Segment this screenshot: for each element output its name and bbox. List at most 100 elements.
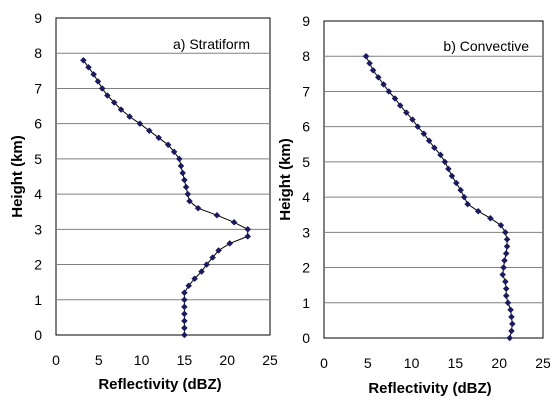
data-point-marker [385,88,393,95]
y-tick-label: 2 [302,260,310,276]
data-point-marker [500,264,507,271]
data-point-marker [244,233,252,240]
data-point-marker [181,310,188,318]
data-point-marker [181,324,188,332]
data-point-marker [186,197,193,205]
data-point-marker [230,218,238,226]
data-point-marker [126,113,133,120]
y-tick-label: 6 [34,116,42,132]
y-tick-label: 6 [302,119,310,135]
data-point-marker [374,74,382,81]
data-point-marker [117,106,125,113]
data-point-marker [431,144,438,152]
data-point-marker [503,236,511,243]
x-tick-label: 5 [364,355,372,371]
data-point-marker [414,123,422,131]
data-point-marker [80,56,87,64]
data-point-marker [145,127,153,135]
data-point-marker [380,81,387,88]
data-point-marker [391,95,399,102]
data-point-marker [409,116,416,123]
y-tick-label: 1 [302,295,310,311]
x-axis-label: Reflectivity (dBZ) [98,376,221,393]
y-tick-label: 7 [34,80,42,96]
data-point-marker [181,303,188,311]
data-point-marker [244,225,252,233]
data-point-marker [179,169,187,177]
series-line [82,60,249,335]
data-point-marker [184,190,192,198]
data-point-marker [501,257,508,264]
data-point-marker [181,176,188,184]
y-tick-label: 7 [302,83,310,99]
x-tick-label: 15 [177,352,193,368]
x-tick-label: 15 [448,355,464,371]
data-point-marker [155,134,163,142]
data-point-marker [425,137,433,145]
data-point-marker [110,99,118,106]
panel-title: a) Stratiform [173,36,250,52]
data-point-marker [474,207,482,215]
data-point-marker [94,78,102,85]
data-point-marker [181,296,188,304]
data-point-marker [460,193,468,201]
y-tick-label: 8 [302,48,310,64]
data-point-marker [170,148,178,156]
data-point-marker [98,85,106,92]
data-point-marker [503,243,511,250]
data-point-marker [369,66,377,74]
x-tick-label: 20 [491,355,507,371]
data-point-marker [181,331,188,339]
data-point-marker [209,254,217,261]
data-point-marker [437,151,444,159]
data-point-marker [508,313,515,321]
y-tick-label: 1 [34,292,42,308]
y-tick-label: 3 [302,224,310,240]
data-point-marker [501,278,509,285]
x-tick-label: 25 [262,352,278,368]
data-point-marker [402,109,410,116]
x-tick-label: 0 [52,352,60,368]
y-tick-label: 4 [302,189,310,205]
data-point-marker [181,317,188,325]
x-axis-label: Reflectivity (dBZ) [368,380,491,397]
data-point-marker [191,275,199,282]
y-tick-label: 5 [34,151,42,167]
data-point-marker [366,59,373,67]
data-point-marker [502,292,510,300]
y-tick-label: 9 [34,10,42,26]
data-point-marker [136,120,144,128]
data-point-marker [502,250,510,257]
data-point-marker [507,306,514,314]
data-point-marker [182,183,190,191]
data-point-marker [506,334,514,342]
y-tick-label: 8 [34,45,42,61]
data-point-marker [215,247,222,254]
data-point-marker [181,289,188,297]
panel-convective: 0 5 10 15 20 25 0 1 2 3 4 5 6 7 8 9 b) Convective Refl… [277,13,550,397]
data-point-marker [185,282,193,290]
y-tick-label: 9 [302,13,310,29]
plot-area-convective [323,20,544,339]
data-point-marker [420,130,428,138]
data-point-marker [502,285,510,293]
x-tick-label: 10 [134,352,150,368]
data-point-marker [499,271,507,278]
y-tick-label: 0 [34,327,42,343]
data-point-marker [164,141,172,149]
data-point-marker [487,214,494,222]
data-point-marker [175,155,183,163]
y-axis-label: Height (km) [277,138,294,221]
data-point-marker [198,268,205,275]
data-point-marker [501,228,509,236]
y-tick-label: 4 [34,186,42,202]
data-point-marker [441,158,449,166]
x-tick-label: 20 [219,352,235,368]
y-tick-label: 3 [34,221,42,237]
data-point-marker [504,299,512,307]
data-point-marker [457,186,465,194]
x-tick-label: 0 [320,355,328,371]
panel-title: b) Convective [443,38,529,54]
data-point-marker [448,172,456,180]
panel-stratiform: 0 5 10 15 20 25 0 1 2 3 4 5 6 7 8 9 a) Stratiform Refl… [9,10,278,393]
